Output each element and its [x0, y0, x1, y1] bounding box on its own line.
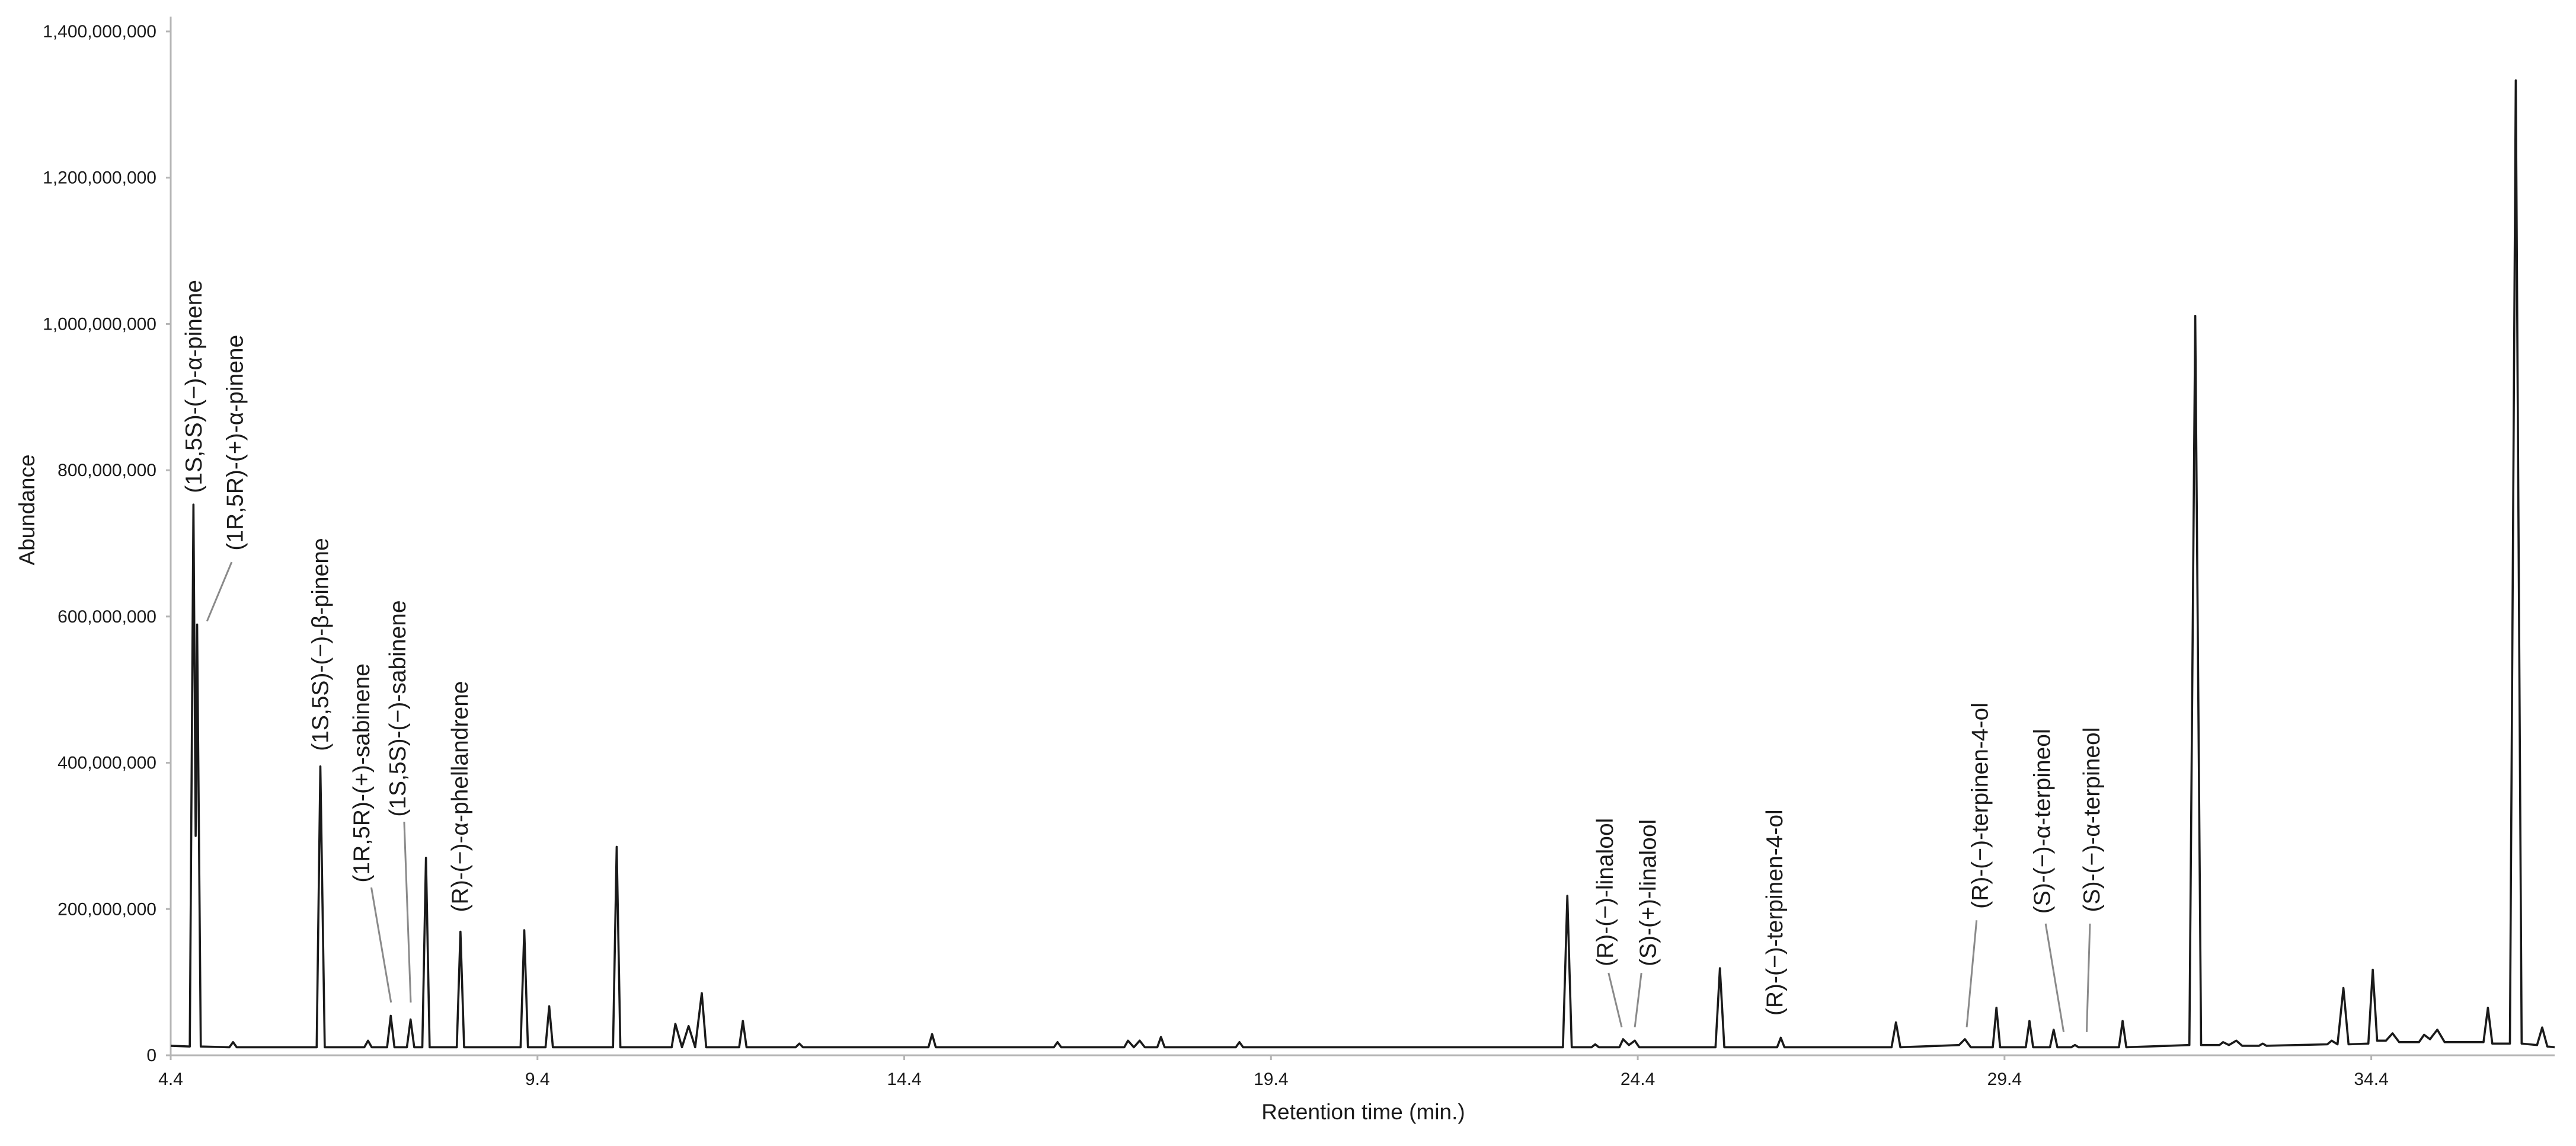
peak-label: (S)-(−)-α-terpineol: [2030, 729, 2056, 914]
peak-label: (S)-(+)-linalool: [1635, 819, 1661, 966]
y-tick-label: 1,400,000,000: [43, 22, 156, 42]
peak-label: (S)-(−)-α-terpineol: [2079, 727, 2105, 912]
peak-label: (1S,5S)-(−)-α-pinene: [181, 280, 207, 493]
x-tick-label: 9.4: [525, 1070, 550, 1089]
leader-line: [403, 821, 412, 1003]
x-tick-label: 24.4: [1621, 1070, 1655, 1089]
leader-line: [1607, 972, 1623, 1027]
peak-label: (1S,5S)-(−)-sabinene: [385, 600, 411, 816]
x-tick-label: 34.4: [2354, 1070, 2388, 1089]
peak-label: (1S,5S)-(−)-β-pinene: [308, 538, 334, 751]
x-tick-label: 19.4: [1254, 1070, 1288, 1089]
y-tick-label: 800,000,000: [57, 461, 156, 480]
peak-label: (1R,5R)-(+)-α-pinene: [222, 335, 248, 551]
leader-line: [370, 887, 392, 1003]
x-axis-title: Retention time (min.): [1261, 1100, 1465, 1124]
peak-label: (R)-(−)-linalool: [1593, 818, 1618, 966]
y-axis-title: Abundance: [15, 454, 39, 565]
y-tick-label: 600,000,000: [57, 607, 156, 627]
peak-label: (R)-(−)-α-phellandrene: [448, 681, 473, 912]
leader-line: [1634, 972, 1642, 1027]
leader-line: [206, 561, 233, 622]
y-tick-label: 1,000,000,000: [43, 314, 156, 334]
leader-line: [2085, 923, 2091, 1032]
peak-label: (R)-(−)-terpinen-4-ol: [1762, 809, 1788, 1016]
leader-line: [2044, 923, 2065, 1033]
x-tick-label: 4.4: [158, 1070, 183, 1089]
peak-label: (R)-(−)-terpinen-4-ol: [1967, 703, 1993, 909]
y-tick-label: 0: [146, 1046, 156, 1065]
x-tick-label: 14.4: [887, 1070, 921, 1089]
y-tick-label: 400,000,000: [57, 754, 156, 773]
x-tick-label: 29.4: [1987, 1070, 2022, 1089]
peak-label: (1R,5R)-(+)-sabinene: [349, 663, 375, 883]
y-tick-label: 200,000,000: [57, 899, 156, 919]
leader-line: [1965, 920, 1978, 1027]
chromatogram-line: [170, 79, 2555, 1049]
y-tick-label: 1,200,000,000: [43, 168, 156, 188]
